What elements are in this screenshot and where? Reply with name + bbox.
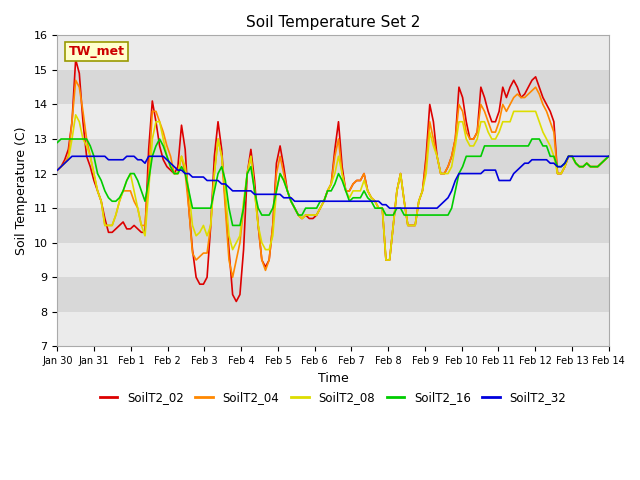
Bar [58, 277, 609, 312]
Legend: SoilT2_02, SoilT2_04, SoilT2_08, SoilT2_16, SoilT2_32: SoilT2_02, SoilT2_04, SoilT2_08, SoilT2_… [95, 386, 571, 409]
Y-axis label: Soil Temperature (C): Soil Temperature (C) [15, 127, 28, 255]
Bar [58, 36, 609, 70]
Bar [58, 243, 609, 277]
X-axis label: Time: Time [317, 372, 348, 384]
Bar [58, 105, 609, 139]
Title: Soil Temperature Set 2: Soil Temperature Set 2 [246, 15, 420, 30]
Bar [58, 312, 609, 347]
Bar [58, 208, 609, 243]
Bar [58, 70, 609, 105]
Bar [58, 174, 609, 208]
Text: TW_met: TW_met [68, 45, 124, 58]
Bar [58, 139, 609, 174]
